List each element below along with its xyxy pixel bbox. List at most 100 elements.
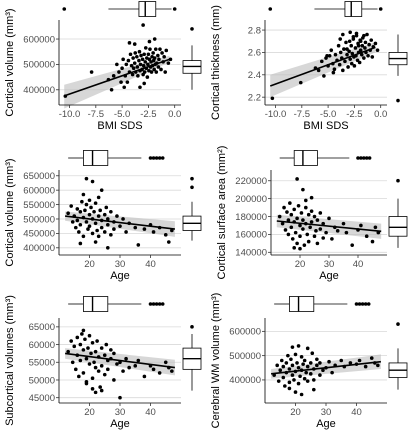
data-point [168,57,173,62]
y-tick-label: 55000 [29,358,55,369]
y-tick-label: 400000 [229,375,261,386]
data-point [102,230,107,234]
data-point [112,378,116,382]
data-point [292,207,297,212]
data-point [327,216,331,221]
outlier-point [190,325,194,329]
data-point [141,63,146,68]
data-point [360,43,365,48]
data-point [357,358,362,363]
confidence-band [270,42,376,98]
data-point [332,67,337,72]
data-point [92,209,96,214]
x-marginal-boxplot [62,1,177,17]
data-point [135,54,139,59]
data-point [132,42,137,46]
data-point [93,349,98,354]
data-point [370,55,375,59]
x-tick-label: -7.5 [88,109,104,120]
data-point [286,353,290,358]
y-tick-label: 45000 [29,393,55,404]
data-point [122,85,127,90]
fit-line [63,58,170,97]
data-point [299,211,304,215]
data-point [338,37,342,41]
y-tick-label: 60000 [29,340,55,351]
data-point [142,70,147,74]
data-point [312,387,316,392]
data-point [362,33,366,38]
data-point [83,337,87,342]
data-point [350,51,355,56]
y-tick-label: 140000 [235,248,267,259]
outlier-point [363,302,368,306]
data-point [335,229,340,233]
outlier-point [359,156,363,160]
data-point [84,379,89,384]
data-point [276,379,281,383]
data-point [93,365,98,370]
x-tick-label: -10.0 [59,109,81,120]
data-point [142,52,146,57]
outlier-point [151,156,156,160]
data-point [136,358,141,363]
outlier-point [190,176,194,181]
outlier-point [172,7,177,11]
data-point [121,369,125,373]
data-point [117,70,121,74]
outlier-point [157,302,162,306]
data-point [158,47,162,51]
data-point [78,209,83,214]
y-tick-label: 65000 [29,322,55,333]
data-point [98,208,102,213]
data-point [315,241,320,246]
y-tick-label: 650000 [23,171,55,182]
data-point [78,342,83,347]
data-point [160,51,164,55]
outlier-point [151,302,156,306]
data-point [341,221,346,226]
data-point [319,59,324,64]
y-tick-label: 2.8 [248,25,261,36]
data-point [302,243,307,247]
data-point [109,209,113,214]
data-point [98,385,102,389]
data-point [83,208,87,213]
data-point [287,380,292,385]
data-point [153,47,158,51]
y-tick-label: 500000 [23,60,55,71]
box [293,150,318,166]
data-point [142,374,147,379]
data-point [285,210,289,214]
data-point [308,361,313,365]
data-point [90,387,95,391]
outlier-point [157,156,162,160]
data-point [305,232,310,237]
data-point [87,224,92,228]
data-point [325,53,329,58]
data-point [301,227,305,231]
data-point [286,232,291,237]
data-point [318,361,322,365]
data-point [84,356,89,361]
data-point [367,42,371,47]
data-point [81,234,86,239]
data-point [142,81,146,86]
data-point [296,203,301,208]
x-tick-label: 0.0 [374,109,387,120]
data-point [318,211,323,215]
data-point [349,43,354,48]
data-point [292,246,297,250]
data-point [78,241,83,246]
x-tick-label: -5.0 [114,109,130,120]
data-point [286,218,291,222]
data-point [299,355,304,359]
data-point [337,62,342,67]
y-marginal-boxplot [388,322,408,390]
box [83,150,109,166]
x-tick-label: 40 [145,407,156,418]
data-point [143,46,148,50]
x-tick-label: 30 [321,407,332,418]
x-tick-label: 30 [115,407,126,418]
data-point [363,364,368,369]
